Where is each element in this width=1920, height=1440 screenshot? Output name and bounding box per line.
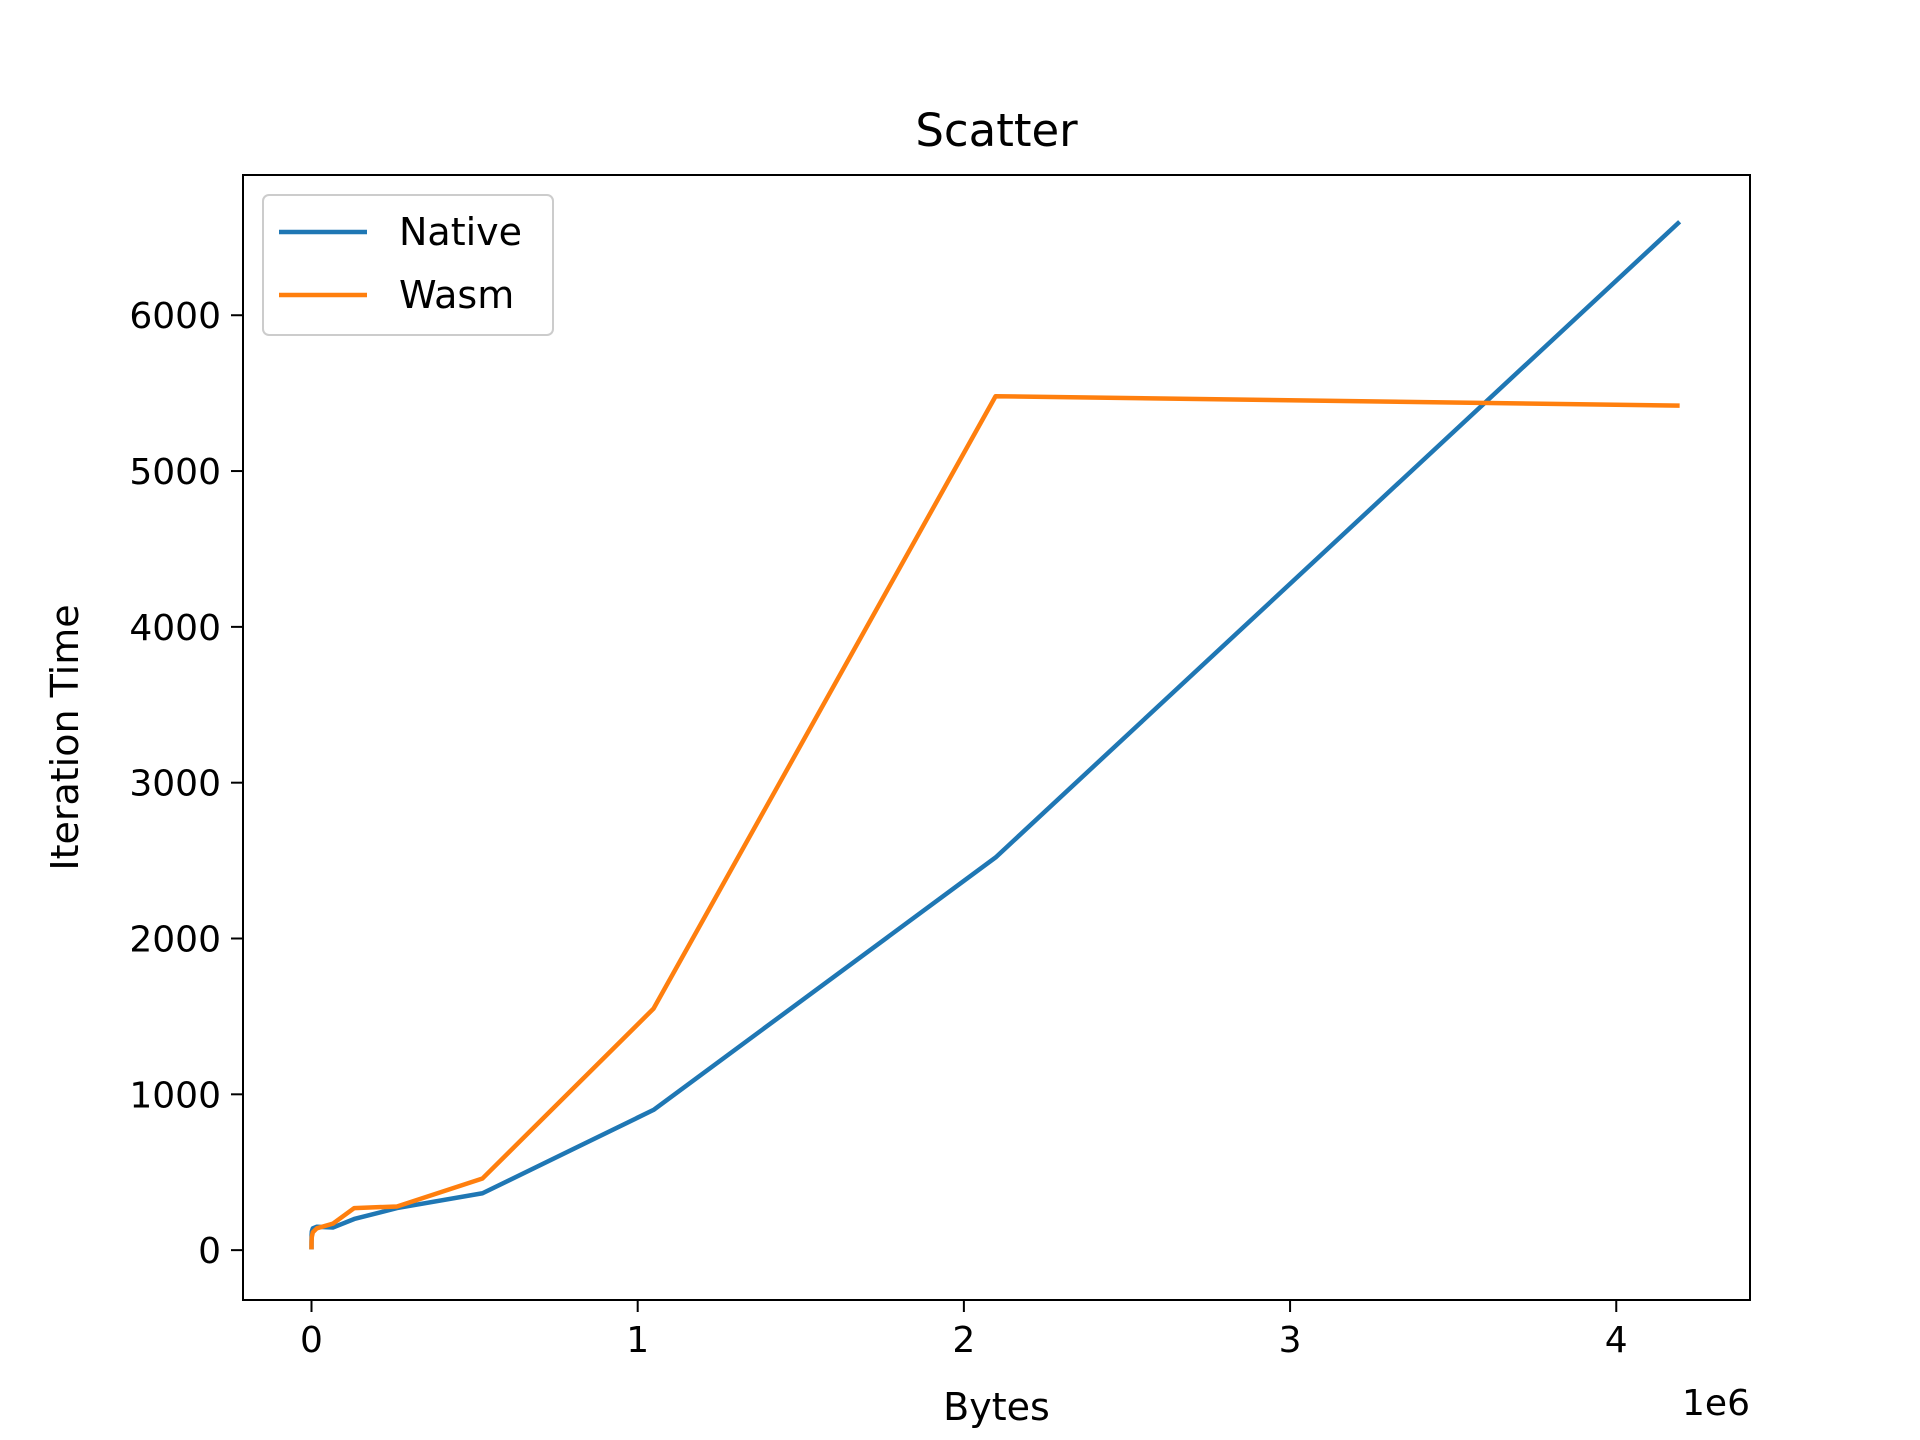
y-tick-label: 5000: [129, 452, 221, 493]
legend-label-wasm: Wasm: [399, 273, 514, 317]
y-tick-label: 3000: [129, 764, 221, 805]
legend: Native Wasm: [262, 194, 554, 336]
y-tick-label: 4000: [129, 608, 221, 649]
series-layer: [309, 220, 1682, 1252]
legend-label-native: Native: [399, 210, 522, 254]
y-tick-label: 0: [198, 1231, 221, 1272]
y-tick-label: 1000: [129, 1075, 221, 1116]
plot-area: [243, 175, 1750, 1300]
x-axis-offset-label: 1e6: [1682, 1383, 1750, 1424]
chart-title: Scatter: [915, 104, 1078, 157]
y-tick-label: 6000: [129, 296, 221, 337]
x-tick-label: 2: [952, 1320, 975, 1361]
x-tick-label: 3: [1279, 1320, 1302, 1361]
x-axis: 0 1 2 3 4: [300, 1300, 1628, 1361]
x-tick-label: 0: [300, 1320, 323, 1361]
x-tick-label: 1: [626, 1320, 649, 1361]
x-tick-label: 4: [1605, 1320, 1628, 1361]
x-axis-label: Bytes: [943, 1385, 1050, 1429]
y-axis-label: Iteration Time: [43, 604, 87, 870]
plot-border: [242, 174, 1751, 1301]
series-line-wasm: [309, 394, 1680, 1252]
y-axis: 0 1000 2000 3000 4000 5000 6000: [129, 296, 243, 1272]
y-tick-label: 2000: [129, 920, 221, 961]
